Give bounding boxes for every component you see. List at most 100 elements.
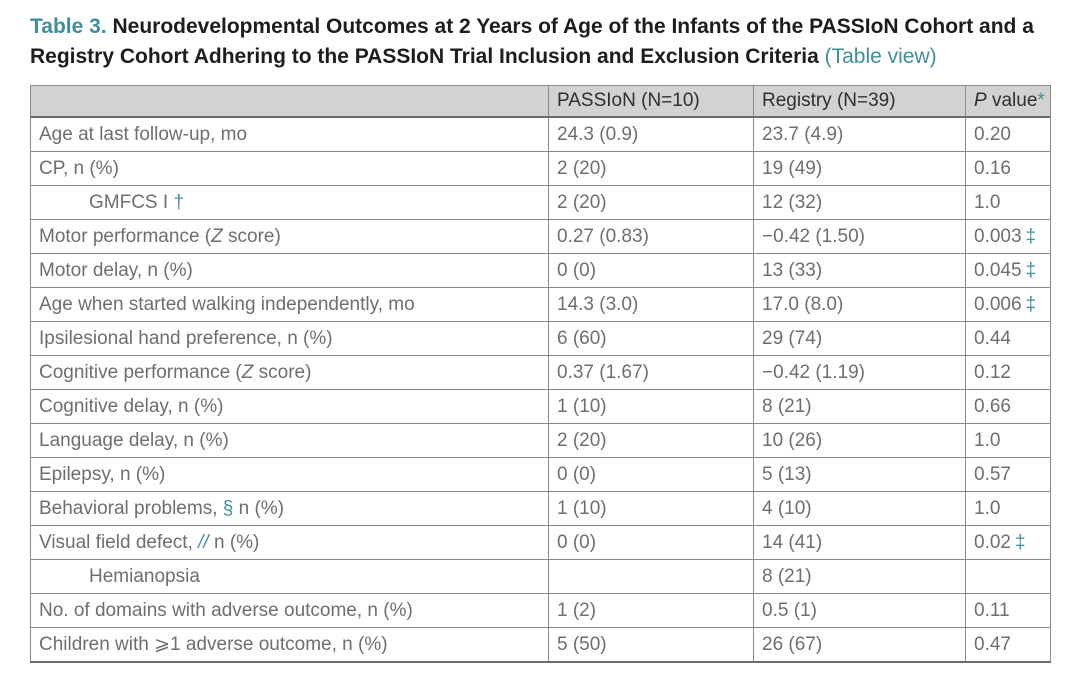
registry-value-cell: 5 (13) — [753, 456, 966, 492]
passion-value-cell: 6 (60) — [548, 320, 754, 356]
row-label: n (%) — [233, 497, 285, 519]
pvalue-cell: 1.0 — [965, 422, 1051, 458]
passion-value-cell — [548, 558, 754, 594]
double-dagger-footnote-symbol: ‡ — [1025, 225, 1037, 247]
registry-value-cell: 13 (33) — [753, 252, 966, 288]
row-label: Children with ⩾1 adverse outcome, n (%) — [39, 633, 388, 655]
row-label: Language delay, n (%) — [39, 429, 229, 451]
passion-value-cell: 5 (50) — [548, 626, 754, 663]
footnote-symbol: // — [198, 531, 209, 553]
passion-value-cell: 1 (10) — [548, 388, 754, 424]
row-label: Motor delay, n (%) — [39, 259, 193, 281]
row-label: Cognitive delay, n (%) — [39, 395, 224, 417]
double-dagger-footnote-symbol: ‡ — [1025, 293, 1037, 315]
row-label-cell: Language delay, n (%) — [30, 422, 549, 458]
passion-value-cell: 0 (0) — [548, 524, 754, 560]
header-cell-registry: Registry (N=39) — [753, 84, 966, 118]
outcomes-table: PASSIoN (N=10) Registry (N=39) P value* Ag… — [30, 84, 1051, 663]
registry-value-cell: 12 (32) — [753, 184, 966, 220]
pvalue-cell: 0.045 ‡ — [965, 252, 1051, 288]
pvalue-cell: 0.66 — [965, 388, 1051, 424]
header-cell-pvalue: P value* — [965, 84, 1051, 118]
pvalue-cell: 0.16 — [965, 150, 1051, 186]
row-label-cell: Epilepsy, n (%) — [30, 456, 549, 492]
passion-value-cell: 1 (10) — [548, 490, 754, 526]
row-label-cell: Motor delay, n (%) — [30, 252, 549, 288]
row-label: score) — [222, 225, 281, 247]
row-label: Ipsilesional hand preference, n (%) — [39, 327, 333, 349]
pvalue-cell: 1.0 — [965, 490, 1051, 526]
table-row: Language delay, n (%) 2 (20) 10 (26) 1.0 — [30, 422, 1051, 458]
row-label: Behavioral problems, — [39, 497, 223, 519]
pvalue-cell: 0.44 — [965, 320, 1051, 356]
table-row: CP, n (%) 2 (20) 19 (49) 0.16 — [30, 150, 1051, 186]
footnote-symbol: † — [173, 191, 185, 213]
table-row: Cognitive performance (Z score) 0.37 (1.6… — [30, 354, 1051, 390]
passion-value-cell: 24.3 (0.9) — [548, 116, 754, 152]
row-label: Visual field defect, — [39, 531, 199, 553]
registry-value-cell: 14 (41) — [753, 524, 966, 560]
row-label: Motor performance ( — [39, 225, 212, 247]
row-label: Age when started walking independently, … — [39, 293, 415, 315]
row-label-cell: Ipsilesional hand preference, n (%) — [30, 320, 549, 356]
registry-value-cell: 4 (10) — [753, 490, 966, 526]
row-label-cell: Age when started walking independently, … — [30, 286, 549, 322]
footnote-symbol: § — [222, 497, 234, 519]
pvalue-cell: 0.006 ‡ — [965, 286, 1051, 322]
registry-value-cell: 17.0 (8.0) — [753, 286, 966, 322]
row-label: Age at last follow-up, mo — [39, 123, 248, 145]
passion-value-cell: 0.27 (0.83) — [548, 218, 754, 254]
row-label: Z — [211, 225, 223, 247]
row-label-cell: Behavioral problems, § n (%) — [30, 490, 549, 526]
row-label: No. of domains with adverse outcome, n (… — [39, 599, 413, 621]
table-row: Motor performance (Z score) 0.27 (0.83) −0… — [30, 218, 1051, 254]
pvalue-cell: 0.12 — [965, 354, 1051, 390]
pvalue-cell: 0.11 — [965, 592, 1051, 628]
passion-value-cell: 0 (0) — [548, 456, 754, 492]
pvalue-cell: 0.003 ‡ — [965, 218, 1051, 254]
registry-value-cell: −0.42 (1.50) — [753, 218, 966, 254]
table-number-label: Table 3. — [30, 15, 107, 38]
table-row: GMFCS I † 2 (20) 12 (32) 1.0 — [30, 184, 1051, 220]
passion-value-cell: 2 (20) — [548, 184, 754, 220]
pvalue-cell: 0.47 — [965, 626, 1051, 663]
table-row: Hemianopsia 8 (21) — [30, 558, 1051, 594]
row-label-cell: Cognitive performance (Z score) — [30, 354, 549, 390]
row-label-cell: Motor performance (Z score) — [30, 218, 549, 254]
registry-value-cell: 10 (26) — [753, 422, 966, 458]
footnote-symbol: * — [1037, 89, 1045, 111]
passion-value-cell: 0.37 (1.67) — [548, 354, 754, 390]
passion-value-cell: 14.3 (3.0) — [548, 286, 754, 322]
table-view-link[interactable]: (Table view) — [824, 44, 937, 68]
row-label-cell: Cognitive delay, n (%) — [30, 388, 549, 424]
table-title-text: Neurodevelopmental Outcomes at 2 Years o… — [30, 15, 1034, 68]
row-label-cell: CP, n (%) — [30, 150, 549, 186]
pvalue-cell: 0.57 — [965, 456, 1051, 492]
registry-value-cell: 29 (74) — [753, 320, 966, 356]
registry-value-cell: 8 (21) — [753, 558, 966, 594]
passion-value-cell: 2 (20) — [548, 422, 754, 458]
table-row: No. of domains with adverse outcome, n (… — [30, 592, 1051, 628]
pvalue-cell: 1.0 — [965, 184, 1051, 220]
table-row: Age when started walking independently, … — [30, 286, 1051, 322]
registry-value-cell: 23.7 (4.9) — [753, 116, 966, 152]
registry-value-cell: −0.42 (1.19) — [753, 354, 966, 390]
row-label: Hemianopsia — [89, 565, 200, 587]
table-header-row: PASSIoN (N=10) Registry (N=39) P value* — [30, 84, 1051, 118]
row-label-cell: No. of domains with adverse outcome, n (… — [30, 592, 549, 628]
table-row: Ipsilesional hand preference, n (%) 6 (60… — [30, 320, 1051, 356]
double-dagger-footnote-symbol: ‡ — [1025, 259, 1037, 281]
header-label: value — [986, 89, 1038, 111]
row-label: Z — [241, 361, 254, 383]
table-row: Age at last follow-up, mo 24.3 (0.9) 23.7 … — [30, 116, 1051, 152]
header-cell-passion: PASSIoN (N=10) — [548, 84, 754, 118]
registry-value-cell: 26 (67) — [753, 626, 966, 663]
row-label-cell: Visual field defect, // n (%) — [30, 524, 549, 560]
passion-value-cell: 2 (20) — [548, 150, 754, 186]
registry-value-cell: 0.5 (1) — [753, 592, 966, 628]
row-label: n (%) — [208, 531, 260, 553]
row-label-cell: Age at last follow-up, mo — [30, 116, 549, 152]
header-cell-spacer — [30, 84, 549, 118]
registry-value-cell: 8 (21) — [753, 388, 966, 424]
row-label-cell: GMFCS I † — [30, 184, 549, 220]
